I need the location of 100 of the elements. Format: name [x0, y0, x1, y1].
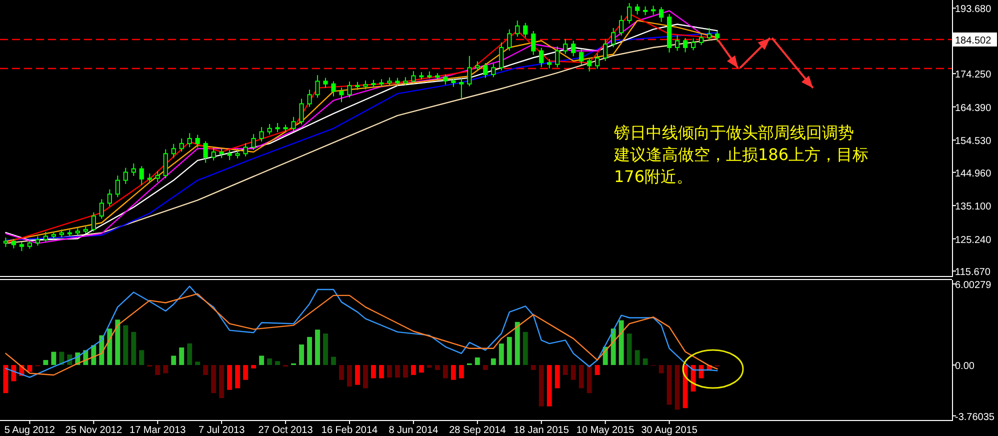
bar — [363, 365, 368, 388]
x-tick-label: 16 Feb 2014 — [321, 425, 378, 436]
y-tick-label: -3.76035 — [955, 412, 995, 423]
x-tick-label: 17 Mar 2013 — [130, 425, 186, 436]
bar — [402, 365, 408, 378]
bar — [51, 352, 56, 366]
candlestick — [603, 38, 608, 62]
bar — [187, 343, 192, 366]
bar — [474, 357, 480, 366]
x-tick-label: 28 Sep 2014 — [449, 425, 506, 436]
candlestick — [275, 122, 280, 133]
bar — [379, 365, 384, 378]
candlestick — [339, 87, 344, 103]
candlestick — [523, 22, 528, 38]
bar — [666, 365, 672, 405]
candlestick — [131, 162, 136, 176]
candlestick — [675, 34, 680, 52]
bar — [243, 365, 248, 380]
candlestick — [163, 148, 168, 179]
bar — [610, 328, 616, 366]
candlestick — [227, 149, 232, 161]
candlestick — [595, 53, 600, 70]
bar — [498, 344, 504, 366]
bar — [642, 358, 648, 366]
bar — [139, 350, 144, 366]
bar — [227, 365, 232, 390]
candlestick — [611, 27, 616, 48]
y-tick-label: 6.00279 — [955, 280, 992, 291]
bar — [267, 358, 272, 366]
candlestick — [203, 140, 208, 164]
y-tick-label: 164.390 — [955, 102, 992, 114]
bar — [307, 336, 312, 366]
bar — [219, 365, 224, 398]
bar — [235, 365, 240, 388]
candlestick — [187, 132, 192, 148]
annotation: 镑日中线倾向于做头部周线回调势 — [613, 123, 854, 142]
bar — [514, 322, 520, 366]
y-tick-label: 135.100 — [955, 202, 992, 213]
x-tick-label: 5 Aug 2012 — [4, 425, 56, 436]
candlestick — [11, 238, 16, 249]
bar — [43, 360, 48, 366]
candlestick — [267, 124, 272, 135]
bar — [323, 334, 328, 366]
x-tick-label: 18 Jan 2015 — [514, 425, 570, 436]
candlestick — [259, 126, 264, 142]
candlestick — [99, 198, 104, 220]
candlestick — [91, 212, 96, 232]
bar — [490, 358, 496, 366]
bar — [11, 365, 16, 382]
candlestick — [307, 89, 312, 108]
bar — [131, 332, 136, 366]
bar — [259, 356, 264, 366]
y-tick-label: 193.680 — [955, 4, 992, 16]
bar — [554, 365, 560, 388]
y-tick-label: 125.240 — [955, 234, 992, 246]
candlestick — [171, 143, 176, 158]
bar — [634, 350, 640, 366]
y-tick-label: 115.670 — [955, 267, 991, 278]
candlestick — [459, 78, 464, 99]
bar — [331, 356, 336, 366]
candlestick — [219, 148, 224, 159]
candlestick — [706, 27, 712, 42]
bar — [203, 365, 208, 376]
bar — [442, 365, 448, 378]
y-tick-label: 144.960 — [955, 168, 992, 180]
annotation: 建议逢高做空，止损186上方，目标 — [613, 145, 869, 164]
bar — [355, 365, 360, 385]
candlestick — [27, 238, 32, 250]
bar — [698, 365, 704, 378]
candlestick — [515, 20, 520, 38]
bar — [394, 365, 400, 378]
bar — [658, 365, 664, 374]
bar — [299, 344, 304, 366]
bar — [618, 320, 624, 366]
candlestick — [211, 147, 216, 161]
candlestick — [547, 58, 552, 69]
y-tick-label: 154.530 — [955, 136, 992, 148]
bar — [418, 365, 424, 373]
candlestick — [531, 30, 536, 56]
candlestick — [619, 14, 624, 36]
bar — [179, 347, 184, 366]
bar — [371, 365, 376, 378]
candlestick — [315, 74, 320, 98]
candlestick — [491, 63, 496, 78]
candlestick — [443, 74, 448, 86]
candlestick — [251, 134, 256, 150]
bar — [315, 330, 320, 366]
bar — [251, 365, 256, 368]
candlestick — [323, 77, 328, 88]
bar — [275, 361, 280, 366]
candlestick — [539, 47, 544, 68]
candlestick — [115, 175, 120, 198]
bar — [426, 365, 432, 368]
candlestick — [691, 38, 696, 51]
candlestick — [147, 173, 152, 184]
candlestick — [698, 32, 704, 46]
candlestick — [451, 77, 456, 88]
bar — [458, 365, 464, 378]
bar — [3, 365, 8, 394]
ref-line-label: 184.502 — [955, 36, 992, 46]
